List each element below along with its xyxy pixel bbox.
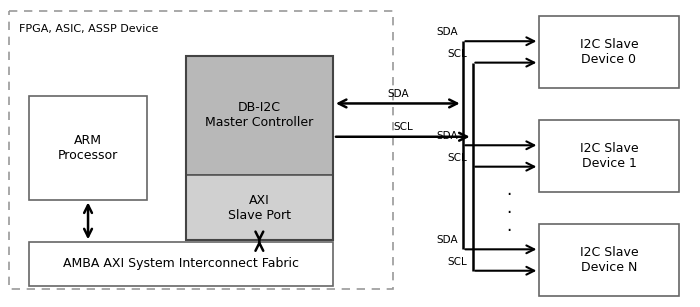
Bar bbox=[186, 56, 333, 175]
Text: SDA: SDA bbox=[387, 88, 409, 99]
Text: FPGA, ASIC, ASSP Device: FPGA, ASIC, ASSP Device bbox=[20, 24, 159, 34]
Text: SCL: SCL bbox=[448, 49, 468, 59]
Text: SDA: SDA bbox=[436, 27, 458, 37]
Text: .: . bbox=[507, 199, 512, 217]
Bar bbox=[539, 16, 679, 87]
Text: I2C Slave
Device N: I2C Slave Device N bbox=[580, 246, 638, 274]
Bar bbox=[186, 175, 333, 240]
Text: SCL: SCL bbox=[448, 257, 468, 267]
Text: I2C Slave
Device 1: I2C Slave Device 1 bbox=[580, 142, 638, 170]
Bar bbox=[539, 120, 679, 192]
Text: SCL: SCL bbox=[393, 122, 413, 132]
Text: AXI
Slave Port: AXI Slave Port bbox=[228, 193, 291, 222]
Text: AMBA AXI System Interconnect Fabric: AMBA AXI System Interconnect Fabric bbox=[63, 258, 299, 270]
Text: ARM
Processor: ARM Processor bbox=[58, 134, 118, 161]
Text: DB-I2C
Master Controller: DB-I2C Master Controller bbox=[205, 101, 314, 129]
Text: SCL: SCL bbox=[448, 153, 468, 163]
Text: SDA: SDA bbox=[436, 235, 458, 245]
Text: .: . bbox=[507, 181, 512, 199]
Text: SDA: SDA bbox=[436, 131, 458, 141]
Text: I2C Slave
Device 0: I2C Slave Device 0 bbox=[580, 38, 638, 66]
Bar bbox=[9, 11, 393, 289]
Bar bbox=[29, 95, 147, 200]
Bar bbox=[186, 56, 333, 240]
Bar bbox=[29, 242, 333, 286]
Bar bbox=[539, 224, 679, 296]
Text: .: . bbox=[507, 217, 512, 235]
